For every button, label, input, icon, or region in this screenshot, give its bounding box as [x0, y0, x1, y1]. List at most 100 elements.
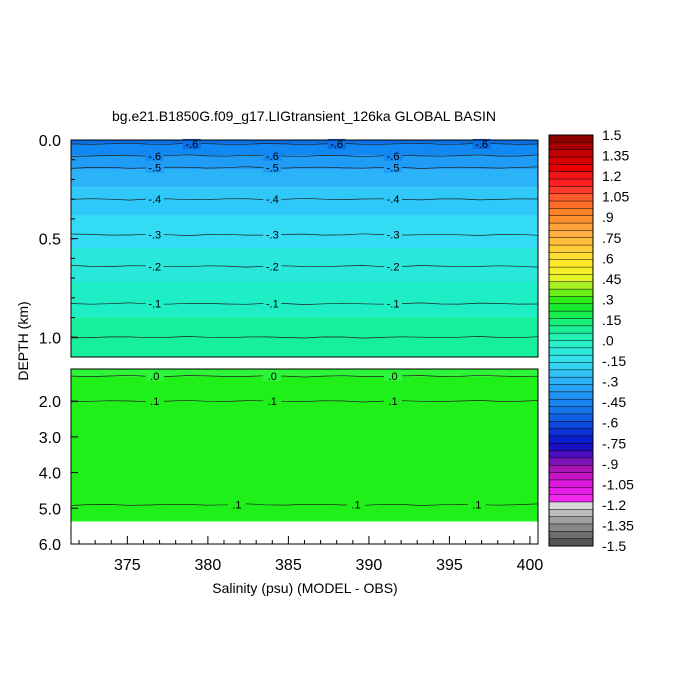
- x-axis: 375 380 385 390 395 400: [78, 536, 544, 574]
- upper-contour-label-bg: [182, 138, 201, 149]
- lower-contour-line: [70, 503, 539, 506]
- colorbar-swatch: [549, 457, 593, 466]
- upper-contour-label: -.3: [148, 230, 161, 242]
- colorbar-swatch: [549, 487, 593, 495]
- colorbar-swatch: [549, 142, 593, 150]
- lower-contour-label: .1: [472, 500, 481, 512]
- upper-contour-label-bg: [384, 298, 403, 309]
- upper-contour-line: [70, 142, 539, 146]
- colorbar-label: -1.5: [602, 538, 626, 554]
- upper-contour-label-bg: [145, 150, 164, 161]
- colorbar-swatch: [549, 369, 593, 378]
- colorbar-swatch: [549, 377, 593, 385]
- upper-contour-label: -.3: [387, 230, 400, 242]
- upper-contour-label-bg: [263, 229, 282, 240]
- colorbar-swatch: [549, 435, 593, 444]
- upper-contour-label-bg: [384, 229, 403, 240]
- y-tick-label: 0.5: [39, 232, 61, 249]
- upper-contour-label: -.6: [330, 139, 343, 151]
- upper-contour-label-bg: [472, 138, 491, 149]
- colorbar-swatch: [549, 531, 593, 539]
- colorbar-label: -.6: [602, 415, 619, 431]
- y-tick-label: 3.0: [39, 430, 61, 447]
- x-tick-label: 400: [517, 557, 544, 574]
- upper-band: [71, 155, 538, 170]
- colorbar-swatch: [549, 494, 593, 503]
- lower-band: [71, 376, 538, 522]
- upper-contour-label-bg: [263, 298, 282, 309]
- colorbar-swatch: [549, 149, 593, 158]
- colorbar-label: -1.05: [602, 476, 634, 492]
- upper-contour-label: -.6: [475, 139, 488, 151]
- lower-contour-label: .0: [150, 371, 159, 383]
- colorbar-label: 1.05: [602, 189, 629, 205]
- colorbar-swatch: [549, 472, 593, 481]
- upper-contour-label-bg: [145, 162, 164, 173]
- colorbar-label: .6: [602, 250, 614, 266]
- colorbar-label: .75: [602, 230, 622, 246]
- upper-panel: -.6 -.6 -.6-.6 -.6 -.6-.5 -.5 -.5-.4 -.4 -.4-.3-…: [70, 138, 539, 358]
- colorbar-label: .15: [602, 312, 622, 328]
- colorbar-swatch: [549, 325, 593, 334]
- colorbar-swatch: [549, 523, 593, 532]
- upper-contour-label: -.6: [148, 151, 161, 163]
- colorbar-swatch: [549, 509, 593, 517]
- colorbar-swatch: [549, 179, 593, 187]
- y-tick-label: 4.0: [39, 466, 61, 483]
- lower-contour-label: .0: [388, 371, 397, 383]
- lower-band: [71, 369, 538, 377]
- lower-contour-label: .1: [388, 396, 397, 408]
- y-tick-label: 6.0: [39, 537, 61, 554]
- colorbar: 1.5 1.35 1.2 1.05 .9 .75 .6 .45 .3 .15 .0 -.15 -.3 -.…: [548, 127, 634, 554]
- upper-contour-label: -.6: [387, 151, 400, 163]
- colorbar-label: .0: [602, 333, 614, 349]
- colorbar-swatch: [549, 135, 593, 143]
- upper-band: [71, 282, 538, 318]
- colorbar-swatch: [549, 259, 593, 268]
- colorbar-swatch: [549, 157, 593, 165]
- colorbar-swatch: [549, 311, 593, 319]
- colorbar-label: -.45: [602, 394, 626, 410]
- upper-band: [71, 248, 538, 283]
- colorbar-label: .3: [602, 291, 614, 307]
- upper-contour-label-bg: [145, 194, 164, 205]
- colorbar-swatch: [549, 230, 593, 239]
- colorbar-swatch: [549, 237, 593, 246]
- colorbar-swatch: [549, 164, 593, 172]
- upper-contour-label: -.6: [185, 139, 198, 151]
- colorbar-swatch: [549, 274, 593, 283]
- y-tick-label: 2.0: [39, 394, 61, 411]
- upper-contour-label-bg: [145, 261, 164, 272]
- upper-contour-label-bg: [263, 194, 282, 205]
- colorbar-swatch: [549, 340, 593, 349]
- x-tick-label: 390: [356, 557, 383, 574]
- colorbar-swatch: [549, 355, 593, 363]
- colorbar-label: -.3: [602, 374, 619, 390]
- colorbar-frame: [548, 134, 594, 547]
- upper-band: [71, 169, 538, 188]
- colorbar-swatch: [549, 538, 593, 547]
- colorbar-label: -.9: [602, 456, 619, 472]
- lower-contour-label: .1: [150, 396, 159, 408]
- y-axis: 0.0 0.5 1.0 2.0 3.0 4.0 5.0 6.0: [39, 133, 78, 554]
- colorbar-swatch: [549, 201, 593, 209]
- upper-contour-label: -.1: [266, 299, 279, 311]
- upper-contour-label: -.4: [387, 194, 400, 206]
- colorbar-swatch: [549, 413, 593, 422]
- lower-contour-label: .1: [268, 396, 277, 408]
- upper-contour-label-bg: [384, 150, 403, 161]
- colorbar-swatch: [549, 303, 593, 312]
- colorbar-label: .45: [602, 271, 622, 287]
- upper-band: [71, 214, 538, 249]
- y-tick-label: 1.0: [39, 330, 61, 347]
- colorbar-swatch: [549, 289, 593, 297]
- x-tick-label: 375: [114, 557, 141, 574]
- upper-contour-label-bg: [384, 162, 403, 173]
- colorbar-swatch: [549, 516, 593, 525]
- upper-contour-label-bg: [384, 194, 403, 205]
- colorbar-swatch: [549, 362, 593, 371]
- upper-contour-label: -.2: [387, 261, 400, 273]
- upper-contour-label: -.5: [387, 163, 400, 175]
- lower-contour-label: .1: [351, 500, 360, 512]
